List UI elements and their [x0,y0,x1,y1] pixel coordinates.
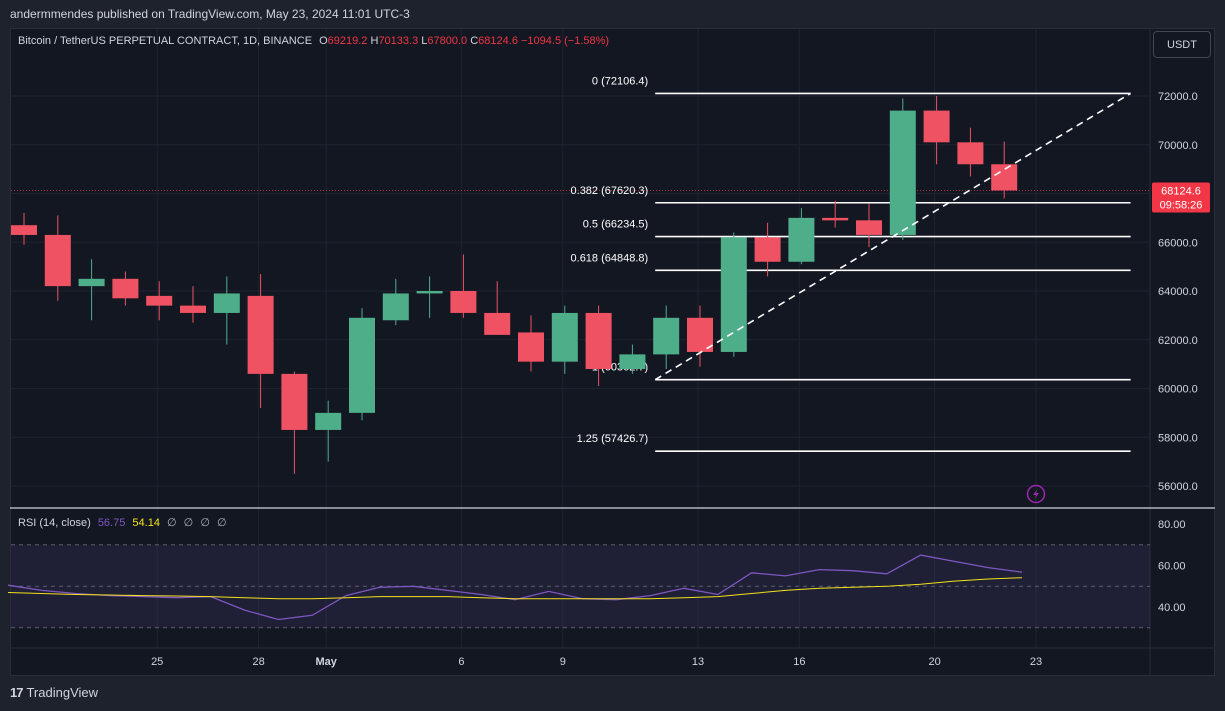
bull-candle [78,278,105,287]
bear-candle [822,217,849,221]
chart-frame[interactable] [10,28,1215,676]
high-label: H [370,35,379,47]
time-tick-label: 9 [560,656,566,668]
open-value: 69219.2 [327,35,368,47]
price-tick-label: 66000.0 [1158,237,1198,249]
rsi-empty-4: ∅ [216,517,227,529]
bear-candle [923,110,950,143]
fib-level-label: 0.618 (64848.8) [571,252,649,264]
bear-candle [856,220,882,235]
publisher-line: andermmendes published on TradingView.co… [10,7,410,21]
rsi-legend: RSI (14, close) 56.75 54.14 ∅ ∅ ∅ ∅ [18,516,227,529]
rsi-ma-value: 54.14 [132,517,160,529]
brand[interactable]: 17 TradingView [10,685,98,700]
bull-candle [382,293,409,321]
bear-candle [484,312,511,335]
price-tick-label: 62000.0 [1158,335,1198,347]
bull-candle [213,293,240,313]
price-tick-label: 60000.0 [1158,384,1198,396]
fib-level-label: 1.25 (57426.7) [577,433,649,445]
bull-candle [889,110,916,235]
bear-candle [754,237,781,262]
last-price-label: 68124.6 [1161,185,1201,197]
bear-candle [112,278,139,299]
bull-candle [416,291,443,294]
time-tick-label: 13 [692,656,704,668]
price-tick-label: 56000.0 [1158,481,1198,493]
last-price-badge [1152,182,1210,213]
bear-candle [247,295,274,374]
bear-candle [11,225,37,235]
close-value: 68124.6 [478,35,518,47]
symbol-title: Bitcoin / TetherUS PERPETUAL CONTRACT, 1… [18,35,313,47]
lightning-glyph [1033,489,1039,499]
time-tick-label: 25 [151,656,163,668]
low-label: L [421,35,428,47]
fib-level-label: 0.382 (67620.3) [571,185,649,197]
price-tick-label: 72000.0 [1158,91,1198,103]
top-bar: andermmendes published on TradingView.co… [0,0,1225,28]
fib-level-label: 0.5 (66234.5) [583,219,648,231]
bear-candle [180,305,206,313]
rsi-empty-2: ∅ [183,517,194,529]
low-value: 67800.0 [427,35,468,47]
rsi-ma-line [7,577,1023,600]
brand-name: TradingView [26,685,99,700]
bull-candle [653,317,680,355]
price-tick-label: 64000.0 [1158,286,1198,298]
alert-lightning-icon [1026,484,1046,504]
time-tick-label: 23 [1030,656,1042,668]
time-tick-label: 6 [458,656,464,668]
countdown-label: 09:58:26 [1160,199,1203,211]
time-tick-label: 16 [793,656,805,668]
change-value: −1094.5 (−1.58%) [521,35,610,47]
tradingview-logo-icon: 17 [10,685,24,700]
bear-candle [585,312,612,369]
time-tick-label: 20 [928,656,940,668]
bear-candle [146,295,173,306]
rsi-tick-label: 60.00 [1158,561,1186,573]
price-tick-label: 58000.0 [1158,432,1198,444]
open-label: O [319,35,328,47]
bear-candle [44,234,71,287]
bull-candle [788,217,815,262]
price-tick-label: 70000.0 [1158,140,1198,152]
bull-candle [720,237,747,352]
high-value: 70133.3 [378,35,419,47]
bear-candle [518,332,544,362]
rsi-empty-1: ∅ [167,517,177,529]
fib-level-label: 0 (72106.4) [592,75,648,87]
bear-candle [957,142,984,165]
bear-candle [450,291,477,313]
bull-candle [315,412,342,430]
bear-candle [687,317,713,352]
rsi-line [7,554,1023,621]
rsi-value: 56.75 [97,517,126,529]
currency-button[interactable]: USDT [1153,31,1211,58]
bear-candle [281,373,308,430]
rsi-tick-label: 80.00 [1158,519,1186,531]
rsi-name: RSI (14, close) [18,517,91,529]
bear-candle [991,164,1018,191]
close-label: C [470,35,479,47]
bull-candle [619,354,646,369]
footer-bar [0,680,1225,711]
rsi-empty-3: ∅ [200,517,210,529]
time-tick-label: May [315,656,337,668]
trend-line [654,92,1132,381]
bull-candle [551,312,578,362]
bull-candle [349,317,375,413]
time-tick-label: 28 [252,656,264,668]
symbol-legend: Bitcoin / TetherUS PERPETUAL CONTRACT, 1… [18,35,609,47]
rsi-tick-label: 40.00 [1158,602,1186,614]
